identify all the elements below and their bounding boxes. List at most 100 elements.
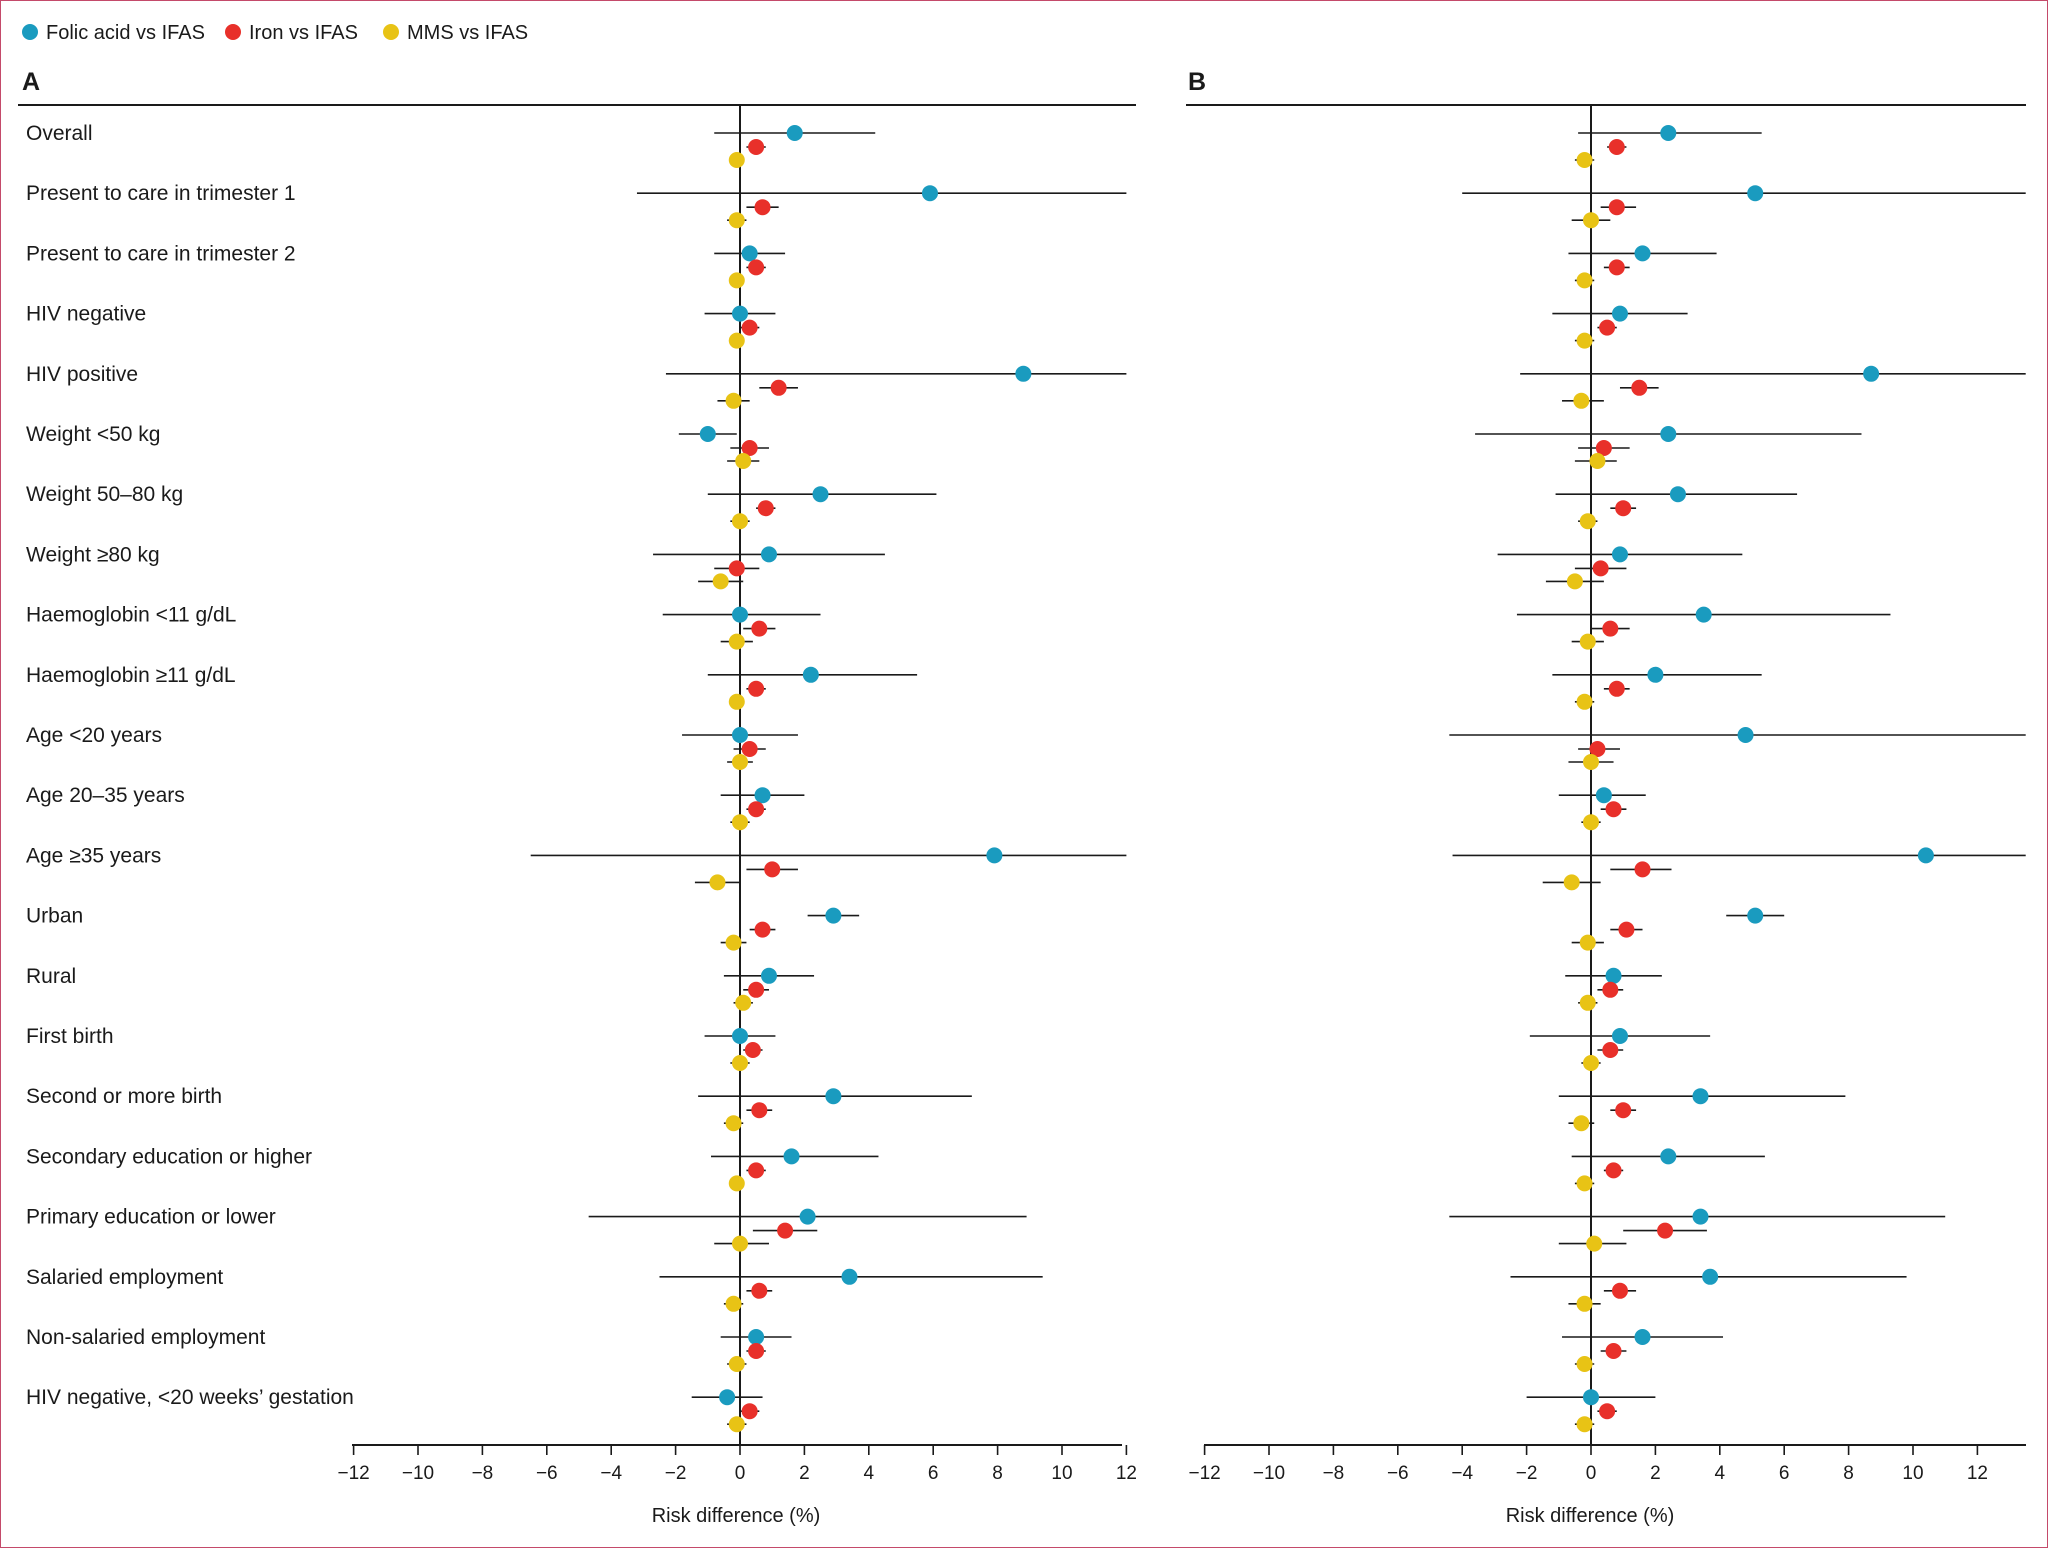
row-label: Haemoglobin <11 g/dL [26,604,236,627]
point-mms [1576,693,1593,710]
point-folic [1634,1329,1651,1345]
x-tick-label: −2 [1516,1463,1538,1484]
row-label: Rural [26,965,76,988]
point-folic [1692,1088,1709,1105]
point-mms [732,513,748,530]
point-mms [728,1356,745,1372]
point-mms [725,1115,742,1132]
point-folic [732,606,748,623]
x-tick-label: −10 [402,1463,434,1484]
point-iron [748,1162,765,1179]
point-mms [728,633,745,650]
row-label: HIV negative, <20 weeks’ gestation [26,1386,354,1409]
point-mms [1583,754,1599,770]
point-iron [748,801,765,818]
point-mms [732,1235,748,1252]
point-iron [1634,861,1651,878]
point-iron [751,1102,768,1119]
point-folic [732,727,748,743]
point-folic [760,546,777,563]
point-folic [1737,727,1754,743]
x-tick-label: 12 [1116,1463,1137,1484]
point-iron [1605,801,1622,818]
row-label: Primary education or lower [26,1206,276,1229]
row-label: Age ≥35 years [26,844,161,867]
x-tick-label: −6 [536,1463,558,1484]
point-folic [699,426,716,442]
point-mms [728,212,745,229]
point-iron [741,1403,758,1420]
point-mms [1576,272,1593,289]
point-mms [1583,814,1599,831]
point-folic [1702,1268,1719,1285]
row-label: Weight 50–80 kg [26,483,183,506]
point-folic [1917,847,1934,864]
row-label: Overall [26,122,93,145]
panel-b-x-axis-title: Risk difference (%) [1506,1505,1675,1527]
point-mms [728,152,745,168]
point-iron [1657,1222,1674,1239]
x-tick-label: 0 [735,1463,746,1484]
point-iron [754,921,771,938]
x-tick-label: 0 [1586,1463,1597,1484]
point-folic [783,1148,800,1165]
point-mms [732,1055,748,1071]
point-mms [1583,212,1599,229]
point-folic [1863,365,1880,382]
point-folic [825,907,842,924]
point-folic [1605,967,1622,984]
x-tick-label: −2 [665,1463,687,1484]
x-tick-label: 8 [992,1463,1003,1484]
point-folic [1015,365,1032,382]
point-mms [1576,332,1593,349]
point-folic [1660,1148,1677,1165]
panel-b-title: B [1188,68,1206,96]
point-folic [1634,245,1651,262]
point-mms [1576,1416,1593,1433]
x-tick-label: 10 [1051,1463,1072,1484]
panel-a-title: A [22,68,40,96]
point-iron [1602,1042,1619,1058]
point-folic [1583,1389,1599,1406]
point-folic [741,245,758,262]
point-folic [1611,1028,1628,1044]
point-iron [1608,259,1625,276]
row-label: Weight <50 kg [26,423,160,446]
point-iron [1618,921,1635,938]
point-mms [732,814,748,831]
row-label: Present to care in trimester 2 [26,242,296,265]
panel-b: B −12 −10 −8 −6 −4 −2 0 2 4 6 8 10 12 Risk differenc… [1186,68,2026,1527]
point-mms [732,754,748,770]
x-tick-label: 2 [799,1463,810,1484]
point-mms [1573,1115,1590,1132]
point-mms [1563,874,1580,891]
legend-label-iron: Iron vs IFAS [249,22,358,44]
row-label: HIV positive [26,363,138,386]
point-iron [1615,1102,1632,1119]
point-folic [754,787,771,804]
row-label: First birth [26,1025,114,1048]
point-folic [1692,1208,1709,1225]
point-mms [1583,1055,1599,1071]
point-iron [1602,620,1619,637]
point-mms [728,332,745,349]
point-iron [1605,1162,1622,1179]
point-iron [728,560,745,577]
x-tick-label: −8 [472,1463,494,1484]
point-mms [1576,1295,1593,1312]
point-iron [748,259,765,276]
point-mms [725,392,742,409]
point-folic [1611,305,1628,322]
legend-marker-folic [22,24,38,40]
point-mms [1579,513,1596,530]
x-tick-label: 2 [1650,1463,1661,1484]
point-mms [1579,934,1596,951]
row-label: Urban [26,905,83,928]
point-iron [1592,560,1609,577]
x-tick-label: −8 [1323,1463,1345,1484]
row-label: Present to care in trimester 1 [26,182,296,205]
point-iron [1599,319,1616,336]
row-label: Age <20 years [26,724,162,747]
point-iron [751,620,768,637]
point-folic [1595,787,1612,804]
